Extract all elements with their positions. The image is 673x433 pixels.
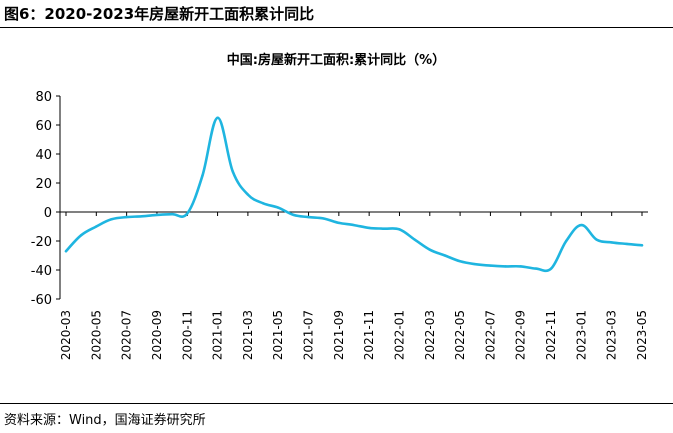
data-point <box>625 242 629 246</box>
x-tick-label: 2022-09 <box>514 310 528 360</box>
data-point <box>519 265 522 268</box>
y-tick-label: 0 <box>44 206 52 221</box>
x-tick-label: 2021-01 <box>211 310 225 360</box>
y-tick-label: 60 <box>35 119 52 134</box>
data-point <box>489 264 492 267</box>
y-tick-label: -60 <box>31 293 52 308</box>
data-point <box>95 225 98 228</box>
y-tick-label: -40 <box>31 264 52 279</box>
x-tick-label: 2023-01 <box>574 310 588 360</box>
x-tick-label: 2021-03 <box>241 310 255 360</box>
data-point <box>261 202 265 205</box>
x-tick-label: 2023-05 <box>635 310 649 360</box>
data-point <box>155 213 159 217</box>
x-tick-label: 2020-09 <box>150 310 164 360</box>
data-point <box>170 212 174 216</box>
footer-divider <box>0 403 673 404</box>
y-tick-label: -20 <box>31 235 52 250</box>
figure-title: 图6：2020-2023年房屋新开工面积累计同比 <box>4 5 315 23</box>
data-point <box>79 234 83 237</box>
data-point <box>140 215 143 218</box>
data-point <box>125 215 128 219</box>
x-tick-label: 2021-11 <box>362 310 376 360</box>
chart-title: 中国:房屋新开工面积:累计同比（%） <box>227 52 445 68</box>
x-tick-label: 2021-05 <box>271 310 285 360</box>
title-divider <box>0 27 673 28</box>
data-point <box>534 267 538 270</box>
x-tick-label: 2022-11 <box>544 310 558 360</box>
data-point <box>246 193 250 196</box>
data-point <box>458 260 462 263</box>
data-point <box>277 206 280 209</box>
data-point <box>610 241 613 244</box>
data-point <box>231 170 234 173</box>
data-point <box>110 218 113 221</box>
data-point <box>413 238 416 241</box>
series-layer <box>64 116 644 273</box>
x-tick-label: 2022-01 <box>392 310 406 360</box>
data-point <box>216 116 219 119</box>
x-tick-label: 2020-03 <box>59 310 73 360</box>
data-point <box>595 238 598 241</box>
data-point <box>549 267 553 270</box>
data-point <box>337 221 341 225</box>
x-tick-label: 2022-05 <box>453 310 467 360</box>
chart-axes: -60 -40 -20 0 20 40 60 80 2020-03 2020-05 2020-07 2… <box>31 90 649 360</box>
x-tick-label: 2020-11 <box>180 310 194 360</box>
x-tick-label: 2023-03 <box>605 310 619 360</box>
x-tick-label: 2022-03 <box>423 310 437 360</box>
data-point <box>201 174 204 177</box>
x-tick-label: 2021-07 <box>302 310 316 360</box>
data-point <box>383 227 386 230</box>
data-point <box>398 228 401 231</box>
data-point <box>322 217 325 220</box>
x-tick-label: 2021-09 <box>332 310 346 360</box>
data-point <box>504 265 507 268</box>
data-point <box>443 254 447 257</box>
data-point <box>307 215 310 219</box>
data-point <box>474 263 477 266</box>
x-tick-label: 2022-07 <box>483 310 497 360</box>
data-point <box>292 213 295 217</box>
y-tick-label: 20 <box>35 177 52 192</box>
x-tick-label: 2020-05 <box>89 310 103 360</box>
data-point <box>580 223 583 227</box>
source-note: 资料来源：Wind，国海证券研究所 <box>4 413 206 428</box>
data-point <box>352 223 356 227</box>
y-tick-label: 80 <box>35 90 52 105</box>
data-point <box>640 244 644 247</box>
data-point <box>428 248 431 251</box>
data-point <box>565 239 568 243</box>
series-line <box>64 116 644 273</box>
x-tick-label: 2020-07 <box>120 310 134 360</box>
data-point <box>64 249 68 253</box>
data-point <box>186 212 189 215</box>
data-point <box>367 226 371 230</box>
y-tick-label: 40 <box>35 148 52 163</box>
